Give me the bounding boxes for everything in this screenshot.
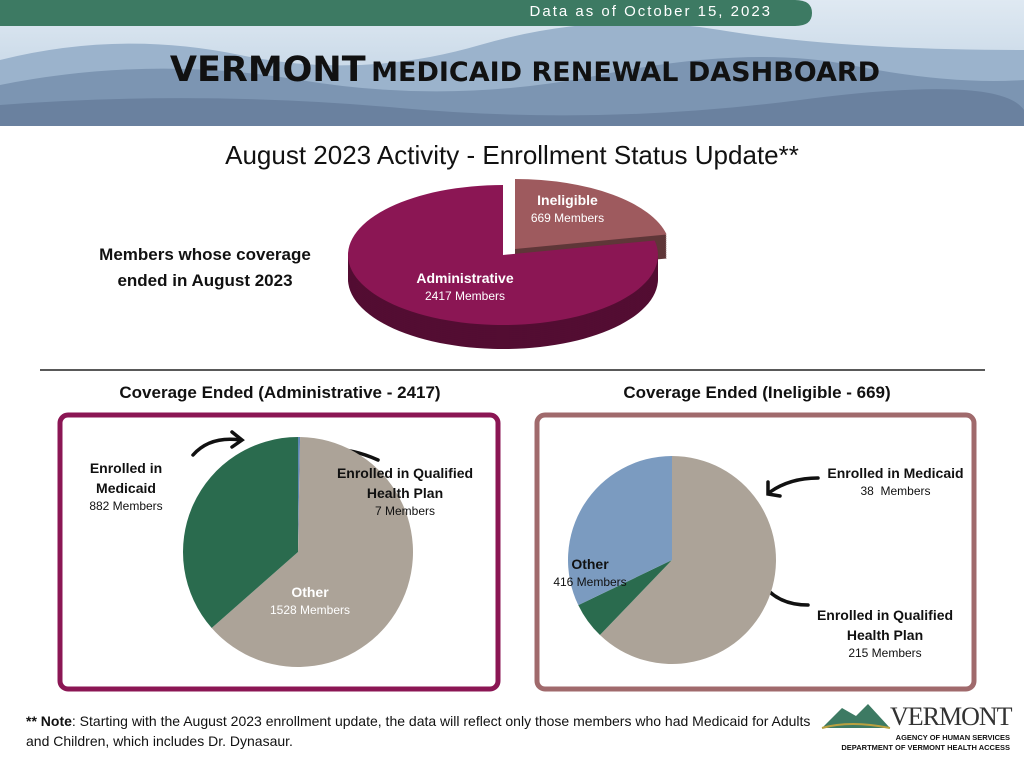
- title-bold: VERMONT: [169, 50, 366, 90]
- category: Other: [571, 556, 609, 572]
- value-label: 215 Members: [848, 646, 922, 660]
- note-text: : Starting with the August 2023 enrollme…: [26, 713, 811, 749]
- category: Administrative: [416, 270, 514, 286]
- slice-label: Enrolled in Qualified Health Plan 215 Mem…: [810, 605, 960, 661]
- chart-title: Coverage Ended (Administrative - 2417): [119, 383, 441, 402]
- slice-label: Enrolled in Medicaid 882 Members: [62, 458, 190, 514]
- slice-label: Ineligible 669 Members: [500, 190, 635, 226]
- category: Enrolled in Medicaid: [89, 460, 163, 496]
- arrow: [768, 476, 820, 494]
- slice-label: Other 1528 Members: [250, 582, 370, 618]
- chart-title: August 2023 Activity - Enrollment Status…: [225, 140, 799, 170]
- arrow-head: [766, 480, 782, 498]
- slice-label: Other 416 Members: [535, 554, 645, 590]
- value-label: 1528 Members: [269, 603, 351, 617]
- logo-swoosh: [821, 723, 891, 729]
- logo-mark: [821, 704, 891, 729]
- logo-mountain: [822, 704, 890, 728]
- slice: [599, 456, 776, 664]
- date-banner-bg: [0, 0, 812, 26]
- panel-administrative: [57, 412, 501, 692]
- logo-line: DEPARTMENT OF VERMONT HEALTH ACCESS: [841, 743, 1010, 752]
- slice: [348, 185, 658, 325]
- chart-subtitle: Members whose coverage ended in August 2…: [99, 245, 311, 290]
- title-rest: MEDICAID RENEWAL DASHBOARD: [371, 57, 881, 88]
- category: Enrolled in Qualified Health Plan: [816, 607, 954, 643]
- category: Other: [291, 584, 329, 600]
- slice-label: Administrative 2417 Members: [400, 268, 530, 304]
- value-label: 669 Members: [530, 211, 605, 225]
- slice: [567, 456, 672, 606]
- slice: [211, 437, 413, 667]
- category: Ineligible: [537, 192, 598, 208]
- logo-line: AGENCY OF HUMAN SERVICES: [895, 733, 1010, 742]
- panel-ineligible: [534, 412, 977, 692]
- date-banner: Data as of October 15, 2023: [529, 3, 772, 20]
- category: Enrolled in Qualified Health Plan: [336, 465, 474, 501]
- value-label: 38 Members: [860, 484, 931, 498]
- slice: [515, 179, 667, 249]
- slice: [183, 437, 298, 629]
- logo-name: VERMONT: [890, 702, 1013, 731]
- value-label: 882 Members: [89, 499, 163, 513]
- slice: [578, 560, 672, 635]
- arrow: [191, 437, 242, 457]
- chart-title: Coverage Ended (Ineligible - 669): [623, 383, 891, 402]
- arrow-head: [230, 430, 245, 449]
- dashboard-title: VERMONT MEDICAID RENEWAL DASHBOARD: [0, 50, 1024, 90]
- category: Enrolled in Medicaid: [827, 465, 964, 481]
- note-label: ** Note: [26, 713, 72, 729]
- logo-lines: AGENCY OF HUMAN SERVICES DEPARTMENT OF VE…: [820, 733, 1010, 753]
- slice-label: Enrolled in Medicaid 38 Members: [818, 463, 973, 499]
- slice-label: Enrolled in Qualified Health Plan 7 Membe…: [330, 463, 480, 519]
- footnote: ** Note: Starting with the August 2023 e…: [26, 711, 826, 751]
- mountains-near: [0, 89, 1024, 126]
- value-label: 2417 Members: [424, 289, 506, 303]
- slice: [298, 437, 301, 552]
- value-label: 7 Members: [374, 504, 436, 518]
- value-label: 416 Members: [553, 575, 627, 589]
